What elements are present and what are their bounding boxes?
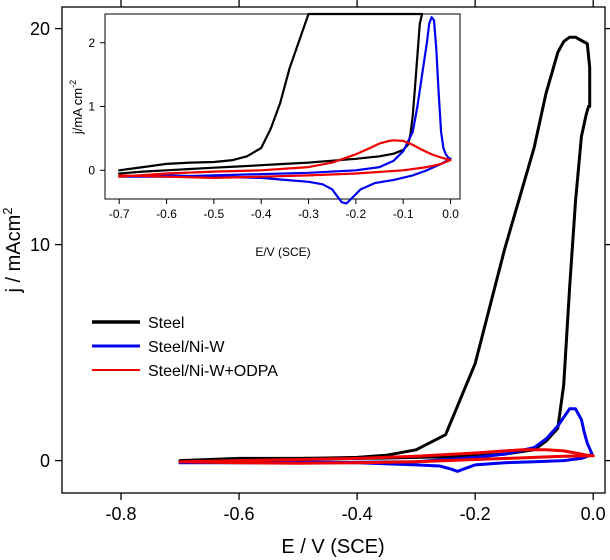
main-series-steel-ni-w-odpa [178, 448, 595, 465]
inset-x-tick-label: -0.7 [109, 207, 130, 221]
inset-series-steel-ni-w-odpa [118, 139, 452, 179]
inset-x-tick-label: -0.2 [346, 207, 367, 221]
inset-series-group [118, 12, 452, 205]
inset-x-axis: -0.7 -0.6 -0.5 -0.4 -0.3 -0.2 -0.1 0.0 [109, 199, 459, 221]
legend-label: Steel/Ni-W [148, 339, 225, 356]
inset-x-tick-label: -0.4 [251, 207, 272, 221]
main-series-steel [178, 35, 592, 464]
main-y-tick-label: 10 [30, 235, 50, 255]
main-series-steel-ni-w [178, 407, 594, 473]
main-x-axis: -0.8 -0.6 -0.4 -0.2 0.0 [106, 0, 606, 524]
legend-label: Steel/Ni-W+ODPA [148, 363, 278, 380]
inset-x-tick-label: 0.0 [442, 207, 459, 221]
inset-y-tick-label: 2 [88, 36, 95, 50]
main-x-tick-label: -0.2 [460, 504, 491, 524]
inset-x-tick-label: -0.1 [393, 207, 414, 221]
inset-plot: -0.7 -0.6 -0.5 -0.4 -0.3 -0.2 -0.1 0.0 0 1 2 E/V … [68, 12, 461, 259]
main-x-axis-label: E / V (SCE) [281, 536, 384, 558]
legend: Steel Steel/Ni-W Steel/Ni-W+ODPA [92, 315, 278, 380]
inset-y-tick-label: 1 [88, 100, 95, 114]
main-x-tick-label: -0.8 [106, 504, 137, 524]
inset-series-steel-ni-w [118, 16, 452, 205]
inset-x-tick-label: -0.6 [156, 207, 177, 221]
inset-x-axis-label: E/V (SCE) [255, 245, 310, 259]
inset-series-steel [118, 12, 424, 175]
inset-x-tick-label: -0.5 [204, 207, 225, 221]
inset-y-axis: 0 1 2 [88, 36, 105, 177]
main-y-tick-label: 20 [30, 19, 50, 39]
main-series-group [178, 35, 595, 473]
main-plot-frame [61, 6, 606, 494]
inset-y-tick-label: 0 [88, 163, 95, 177]
main-x-tick-label: 0.0 [581, 504, 606, 524]
main-x-tick-label: -0.6 [224, 504, 255, 524]
main-y-tick-label: 0 [40, 451, 50, 471]
main-y-axis-label: j / mAcm2 [0, 207, 25, 293]
inset-x-tick-label: -0.3 [298, 207, 319, 221]
inset-y-axis-label: j/mA cm-2 [68, 80, 85, 135]
legend-label: Steel [148, 315, 184, 332]
main-x-tick-label: -0.4 [342, 504, 373, 524]
